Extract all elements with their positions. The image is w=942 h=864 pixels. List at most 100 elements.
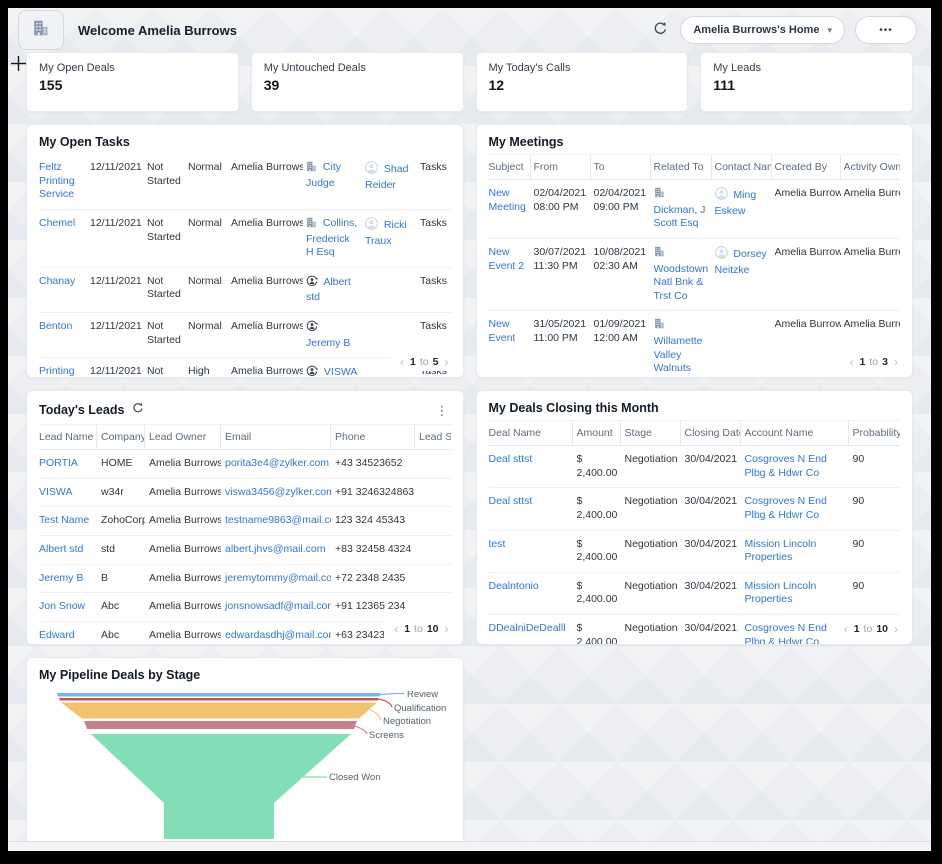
lead-email-link[interactable]: viswa3456@zylker.com	[225, 485, 331, 498]
task-contact-link[interactable]: Shad Reider	[365, 163, 409, 191]
task-related-link[interactable]: Collins, Frederick H Esq	[306, 216, 358, 259]
pagination: ‹ 1 to 3 ›	[839, 353, 902, 371]
kpi-row: My Open Deals 155 My Untouched Deals 39 …	[26, 52, 913, 112]
deal-name-link[interactable]: Deal sttst	[488, 495, 533, 508]
lead-name-link[interactable]: Jon Snow	[39, 600, 86, 613]
panel-row-1: My Open Tasks Feltz Printing Service 12/…	[26, 124, 913, 378]
column-header: Deal Name	[489, 421, 573, 445]
funnel-segment-negotiation[interactable]	[61, 702, 377, 719]
table-row: Jeremy B B Amelia Burrows jeremytommy@ma…	[39, 565, 451, 594]
task-related-link[interactable]: City Judge	[306, 161, 342, 189]
panel-header: My Meetings	[477, 125, 913, 154]
meeting-contact-link[interactable]: Ming Eskew	[714, 189, 757, 217]
kpi-my-leads[interactable]: My Leads 111	[700, 52, 913, 112]
kpi-my-todays-calls[interactable]: My Today's Calls 12	[475, 52, 689, 112]
lead-status	[419, 565, 451, 593]
task-status: Not Started	[147, 274, 181, 301]
panel-my-open-tasks: My Open Tasks Feltz Printing Service 12/…	[26, 124, 464, 378]
lead-status	[419, 450, 451, 478]
deal-amount: $ 2,400.00	[576, 453, 618, 479]
task-subject-link[interactable]: Chemel	[39, 216, 76, 229]
deal-account-link[interactable]: Mission Lincoln Properties	[744, 537, 817, 564]
refresh-button[interactable]	[651, 19, 670, 41]
task-related-link[interactable]: Jeremy B	[306, 336, 351, 349]
deal-name-link[interactable]: test	[488, 537, 506, 550]
pager-word: to	[414, 623, 423, 635]
meeting-related-link[interactable]: Woodstown Natl Bnk & Trst Co	[653, 262, 709, 302]
table-row: New Meeting 02/04/2021 08:00 PM 02/04/20…	[488, 180, 900, 239]
meeting-contact-link[interactable]: Dorsey Neitzke	[714, 247, 767, 276]
task-priority: Normal	[188, 320, 222, 333]
pager-from: 1	[404, 623, 411, 635]
task-subject-link[interactable]: Printing	[39, 365, 75, 378]
task-subject-link[interactable]: Chanay	[39, 274, 76, 287]
kpi-my-open-deals[interactable]: My Open Deals 155	[26, 52, 239, 112]
deal-account-link[interactable]: Cosgroves N End Plbg & Hdwr Co	[744, 453, 827, 479]
funnel-segment-qualification[interactable]	[59, 698, 379, 701]
task-related-link[interactable]: VISWA	[323, 366, 358, 378]
chevron-right-icon[interactable]: ›	[894, 355, 898, 369]
lead-company: Abc	[101, 628, 120, 641]
funnel-connector-review	[380, 692, 404, 696]
building-icon	[306, 161, 317, 177]
lead-email-link[interactable]: edwardasdhj@mail.com	[225, 628, 331, 641]
funnel-segment-closed-won[interactable]	[91, 734, 351, 839]
deal-name-link[interactable]: Dealntonio	[488, 579, 539, 592]
chevron-right-icon[interactable]: ›	[444, 355, 449, 369]
panel-row-2: Today's Leads ⋮ Lead Name Company Lead O…	[26, 390, 913, 645]
chevron-left-icon[interactable]: ‹	[849, 355, 854, 369]
lead-company: Abc	[101, 600, 120, 613]
deal-account-link[interactable]: Cosgroves N End Plbg & Hdwr Co	[744, 495, 827, 521]
lead-email-link[interactable]: jonsnowsadf@mail.com	[225, 600, 331, 613]
chevron-left-icon[interactable]: ‹	[400, 355, 405, 369]
refresh-icon[interactable]	[132, 401, 144, 419]
home-selector[interactable]: Amelia Burrows's Home ▾	[680, 16, 845, 44]
task-contact: Ricki Traux	[365, 210, 417, 267]
lead-name-link[interactable]: Albert std	[39, 542, 84, 555]
meeting-subject-link[interactable]: New Event 2	[488, 245, 525, 272]
kpi-my-untouched-deals[interactable]: My Untouched Deals 39	[250, 52, 464, 112]
meeting-related-link[interactable]: Willamette Valley Walnuts Inc	[653, 335, 703, 377]
meeting-related-link[interactable]: Dickman, J Scott Esq	[653, 203, 706, 230]
chevron-right-icon[interactable]: ›	[444, 622, 449, 636]
deal-stage: Negotiation	[624, 579, 678, 592]
lead-email-link[interactable]: porita3e4@zylker.com	[225, 457, 330, 469]
meeting-subject-link[interactable]: New Meeting	[488, 187, 526, 213]
lead-name-link[interactable]: Test Name	[39, 514, 90, 527]
deal-account-link[interactable]: Mission Lincoln Properties	[744, 579, 817, 606]
pagination: ‹ 1 to 5 ›	[390, 353, 453, 371]
funnel-segment-review[interactable]	[57, 693, 381, 697]
kebab-menu-icon[interactable]: ⋮	[435, 402, 449, 418]
lead-name-link[interactable]: Jeremy B	[39, 571, 84, 584]
meeting-related-to: Willamette Valley Walnuts Inc	[653, 311, 712, 377]
task-type: Tasks	[420, 365, 447, 378]
home-selector-label: Amelia Burrows's Home	[693, 24, 820, 36]
task-due-date: 12/11/2021	[90, 161, 142, 173]
org-button[interactable]	[18, 10, 64, 50]
more-options-button[interactable]: •••	[855, 16, 917, 44]
task-owner: Amelia Burrows	[231, 216, 303, 229]
task-priority: Normal	[188, 216, 222, 229]
chevron-left-icon[interactable]: ‹	[843, 622, 848, 636]
task-due-date: 12/11/2021	[90, 320, 142, 333]
meeting-subject-link[interactable]: New Event	[488, 318, 516, 345]
funnel-segment-screens[interactable]	[84, 721, 357, 729]
panel-my-meetings: My Meetings Subject From To Related To C…	[475, 124, 913, 378]
lead-name-link[interactable]: Edward	[39, 628, 75, 641]
lead-email-link[interactable]: jeremytommy@mail.com	[225, 571, 331, 584]
deal-name-link[interactable]: DDealniDeDealll	[488, 622, 566, 635]
task-subject-link[interactable]: Benton	[39, 320, 73, 333]
task-related-link[interactable]: Albert std	[306, 275, 351, 304]
lead-name-link[interactable]: VISWA	[39, 485, 73, 498]
chevron-right-icon[interactable]: ›	[894, 622, 898, 636]
lead-name-link[interactable]: PORTIA	[39, 457, 78, 469]
lead-email-link[interactable]: albert.jhvs@mail.com	[225, 542, 326, 555]
pager-word: to	[869, 356, 879, 368]
task-subject-link[interactable]: Feltz Printing Service	[39, 161, 75, 201]
chevron-left-icon[interactable]: ‹	[394, 622, 399, 636]
task-contact-link[interactable]: Ricki Traux	[365, 218, 407, 247]
deal-account-link[interactable]: Cosgroves N End Plbg & Hdwr Co	[744, 622, 827, 645]
column-header: Lead Status	[419, 431, 451, 443]
lead-email-link[interactable]: testname9863@mail.com	[225, 514, 331, 527]
deal-name-link[interactable]: Deal sttst	[488, 453, 533, 465]
